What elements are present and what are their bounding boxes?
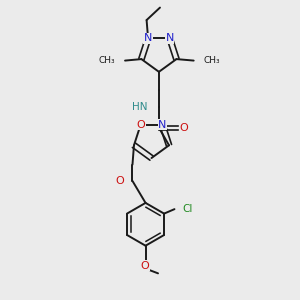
Text: O: O — [136, 120, 145, 130]
Text: HN: HN — [132, 103, 148, 112]
Text: N: N — [158, 120, 166, 130]
Text: N: N — [166, 34, 174, 44]
Text: CH₃: CH₃ — [99, 56, 116, 65]
Text: CH₃: CH₃ — [203, 56, 220, 65]
Text: O: O — [179, 123, 188, 133]
Text: O: O — [116, 176, 124, 186]
Text: N: N — [144, 34, 152, 44]
Text: Cl: Cl — [182, 204, 193, 214]
Text: O: O — [141, 261, 149, 271]
